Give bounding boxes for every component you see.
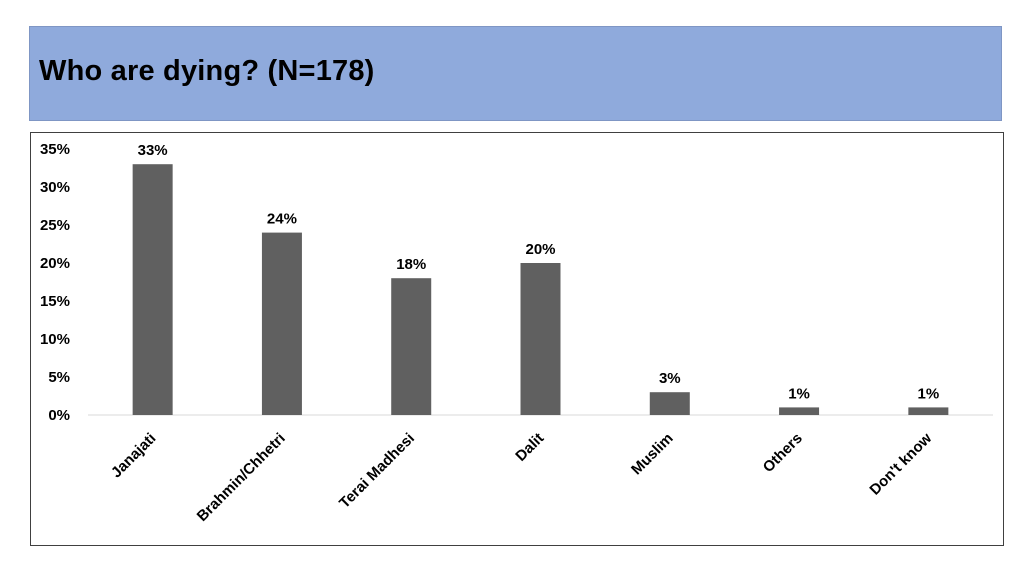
bar — [391, 278, 432, 415]
bar — [779, 407, 820, 415]
x-tick-label: Brahmin/Chhetri — [194, 430, 289, 525]
y-tick-label: 10% — [40, 331, 70, 348]
page-title: Who are dying? (N=178) — [39, 55, 375, 87]
title-band: Who are dying? (N=178) — [29, 26, 1002, 121]
data-label: 24% — [267, 211, 297, 228]
data-label: 1% — [788, 385, 810, 402]
data-label: 18% — [396, 256, 426, 273]
y-tick-label: 25% — [40, 217, 70, 234]
y-tick-label: 35% — [40, 141, 70, 158]
y-tick-label: 20% — [40, 255, 70, 272]
bar — [261, 232, 302, 415]
bar — [132, 164, 173, 415]
data-label: 1% — [918, 385, 940, 402]
y-tick-label: 30% — [40, 179, 70, 196]
data-label: 33% — [138, 142, 168, 159]
chart-frame — [30, 132, 1004, 546]
x-tick-label: Don't know — [866, 430, 935, 499]
y-tick-label: 15% — [40, 293, 70, 310]
bar — [649, 392, 690, 415]
x-tick-label: Terai Madhesi — [336, 430, 418, 512]
x-tick-label: Dalit — [512, 430, 547, 465]
x-tick-label: Janajati — [108, 430, 160, 482]
x-tick-label: Muslim — [628, 430, 677, 479]
y-tick-label: 0% — [48, 407, 70, 424]
x-tick-label: Others — [760, 430, 806, 476]
data-label: 3% — [659, 370, 681, 387]
data-label: 20% — [525, 241, 555, 258]
y-tick-label: 5% — [48, 369, 70, 386]
bar — [520, 263, 561, 415]
bar — [908, 407, 949, 415]
